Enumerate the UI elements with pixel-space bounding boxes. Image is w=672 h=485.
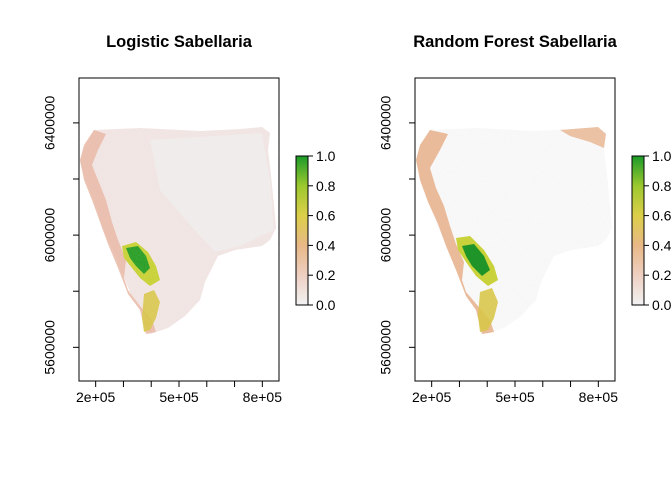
legend-tick-label: 1.0 [316, 148, 336, 164]
legend-tick-label: 0.4 [316, 237, 336, 253]
texture [79, 78, 279, 381]
north-edge [560, 127, 606, 148]
panel-random-forest: Random Forest Sabellaria 2e+05 5e+05 8e+05… [378, 33, 672, 405]
legend-tick-label: 0.0 [652, 297, 672, 313]
y-tick-label: 5600000 [42, 320, 58, 375]
legend-tick-label: 0.6 [652, 208, 672, 224]
legend-tick-label: 0.8 [652, 178, 672, 194]
y-tick-label: 5600000 [378, 320, 394, 375]
coast-band [416, 130, 494, 334]
sea-speckle [416, 127, 612, 334]
legend-tick-label: 0.2 [652, 267, 672, 283]
legend-tick-label: 0.2 [316, 267, 336, 283]
x-tick-label: 8e+05 [579, 389, 619, 405]
legend-tick-label: 1.0 [652, 148, 672, 164]
heatmap-raster [416, 127, 612, 334]
color-legend: 0.0 0.2 0.4 0.6 0.8 1.0 [631, 148, 672, 313]
color-legend: 0.0 0.2 0.4 0.6 0.8 1.0 [295, 148, 336, 313]
panel-logistic: Logistic Sabellaria 2e+05 5e+05 8e+05 56000… [42, 33, 336, 405]
x-tick-label: 2e+05 [76, 389, 116, 405]
legend-tick-label: 0.6 [316, 208, 336, 224]
heatmap-raster [79, 78, 279, 381]
chart-title: Logistic Sabellaria [106, 33, 253, 51]
x-tick-label: 5e+05 [495, 389, 535, 405]
y-tick-label: 6000000 [42, 208, 58, 263]
legend-tick-label: 0.4 [652, 237, 672, 253]
y-tick-label: 6400000 [42, 95, 58, 150]
y-tick-label: 6400000 [378, 95, 394, 150]
hotspot-south [478, 288, 498, 332]
chart-title: Random Forest Sabellaria [413, 33, 617, 51]
legend-colorbar [631, 155, 645, 306]
legend-tick-label: 0.8 [316, 178, 336, 194]
legend-colorbar [295, 155, 309, 306]
legend-tick-label: 0.0 [316, 297, 336, 313]
y-tick-label: 6000000 [378, 208, 394, 263]
x-tick-label: 5e+05 [159, 389, 199, 405]
hotspot-green [462, 244, 490, 276]
axes: 2e+05 5e+05 8e+05 5600000 6000000 6400000 [42, 95, 283, 405]
x-tick-label: 2e+05 [412, 389, 452, 405]
axes: 2e+05 5e+05 8e+05 5600000 6000000 6400000 [378, 95, 619, 405]
x-tick-label: 8e+05 [243, 389, 283, 405]
